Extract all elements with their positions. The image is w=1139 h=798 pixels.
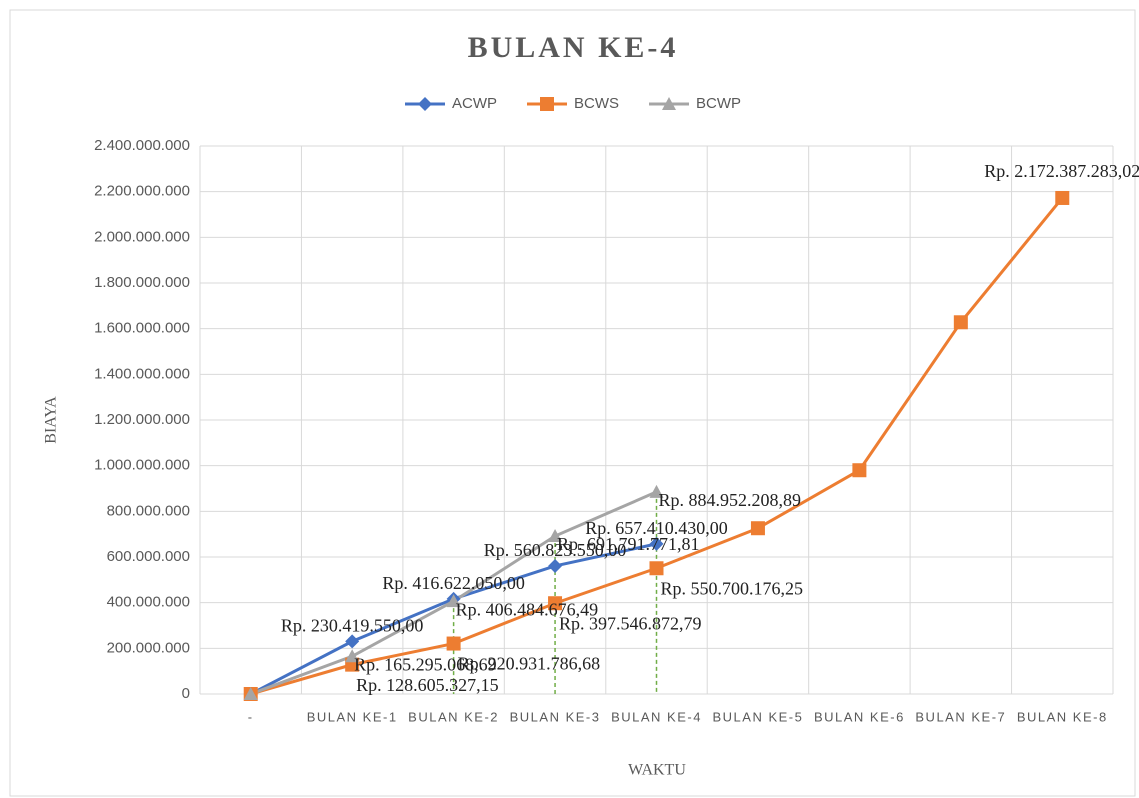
chart-frame xyxy=(9,9,1136,797)
point-marker xyxy=(662,97,676,110)
x-tick-label: BULAN KE-8 xyxy=(1017,709,1108,724)
y-tick-label: 600.000.000 xyxy=(107,548,190,565)
x-tick-label: BULAN KE-1 xyxy=(307,709,398,724)
point-marker xyxy=(750,521,765,536)
point-marker xyxy=(418,97,432,111)
point-marker xyxy=(548,558,563,573)
point-marker xyxy=(852,463,867,478)
legend-label: ACWP xyxy=(452,95,497,112)
data-label: Rp. 165.295.068,69 xyxy=(354,654,497,674)
legend-label: BCWP xyxy=(696,95,741,112)
y-tick-label: 2.400.000.000 xyxy=(94,137,190,154)
y-tick-label: 1.000.000.000 xyxy=(94,457,190,474)
point-marker xyxy=(446,636,461,651)
point-marker xyxy=(548,529,563,543)
x-tick-label: - xyxy=(248,709,254,724)
point-marker xyxy=(548,596,563,611)
x-axis-label: WAKTU xyxy=(628,762,686,779)
y-tick-label: 0 xyxy=(182,685,190,702)
data-label: Rp. 128.605.327,15 xyxy=(356,675,499,695)
y-tick-label: 200.000.000 xyxy=(107,639,190,656)
data-label: Rp. 2.172.387.283,02 xyxy=(984,161,1139,181)
point-marker xyxy=(345,634,360,649)
point-marker xyxy=(1055,190,1070,205)
point-marker xyxy=(243,687,258,700)
data-label: Rp. 657.410.430,00 xyxy=(585,518,728,538)
y-tick-label: 400.000.000 xyxy=(107,594,190,611)
data-label: Rp. 560.823.550,00 xyxy=(484,540,627,560)
data-label: Rp. 397.546.872,79 xyxy=(559,613,702,633)
y-tick-label: 2.200.000.000 xyxy=(94,183,190,200)
y-tick-label: 1.200.000.000 xyxy=(94,411,190,428)
point-marker xyxy=(649,484,664,498)
y-tick-label: 1.800.000.000 xyxy=(94,274,190,291)
chart-title: BULAN KE-4 xyxy=(468,31,679,64)
data-label: Rp. 220.931.786,68 xyxy=(458,654,601,674)
y-tick-label: 2.000.000.000 xyxy=(94,228,190,245)
x-tick-label: BULAN KE-3 xyxy=(510,709,601,724)
data-label: Rp. 691.791.771,81 xyxy=(557,534,700,554)
data-label: Rp. 416.622.050,00 xyxy=(382,573,525,593)
point-marker xyxy=(345,649,360,663)
point-marker xyxy=(953,315,968,330)
point-marker xyxy=(649,536,664,551)
x-tick-label: BULAN KE-2 xyxy=(408,709,499,724)
y-axis-label: BIAYA xyxy=(43,396,60,444)
y-tick-label: 800.000.000 xyxy=(107,502,190,519)
x-tick-label: BULAN KE-7 xyxy=(915,709,1006,724)
point-marker xyxy=(446,594,461,608)
x-tick-label: BULAN KE-6 xyxy=(814,709,905,724)
x-tick-label: BULAN KE-5 xyxy=(713,709,804,724)
legend-label: BCWS xyxy=(574,95,619,112)
point-marker xyxy=(540,97,554,111)
data-label: Rp. 550.700.176,25 xyxy=(661,578,804,598)
y-tick-label: 1.600.000.000 xyxy=(94,320,190,337)
y-tick-label: 1.400.000.000 xyxy=(94,365,190,382)
data-label: Rp. 230.419.550,00 xyxy=(281,616,424,636)
x-tick-label: BULAN KE-4 xyxy=(611,709,702,724)
data-label: Rp. 884.952.208,89 xyxy=(659,490,802,510)
data-label: Rp. 406.484.676,49 xyxy=(456,599,599,619)
point-marker xyxy=(649,561,664,576)
